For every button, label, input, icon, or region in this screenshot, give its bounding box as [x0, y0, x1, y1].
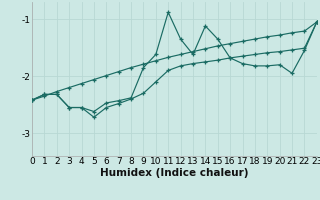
X-axis label: Humidex (Indice chaleur): Humidex (Indice chaleur) — [100, 168, 249, 178]
